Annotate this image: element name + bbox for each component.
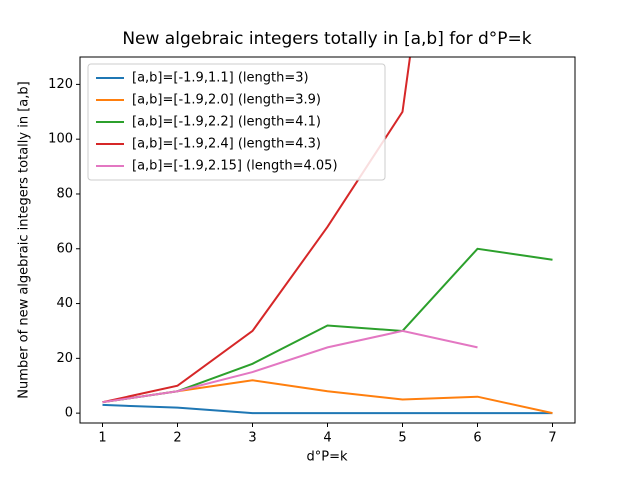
x-tick-label: 1 xyxy=(98,431,106,446)
data-line xyxy=(102,329,478,404)
plot-area xyxy=(102,57,553,415)
y-tick-label: 120 xyxy=(48,77,73,92)
legend-label: [a,b]=[-1.9,2.15] (length=4.05) xyxy=(132,159,338,174)
x-tick-label: 7 xyxy=(548,431,556,446)
y-tick-label: 80 xyxy=(56,186,73,201)
x-axis-label: d°P=k xyxy=(306,450,347,465)
y-tick-label: 20 xyxy=(56,351,73,366)
x-tick-label: 6 xyxy=(473,431,481,446)
legend-label: [a,b]=[-1.9,1.1] (length=3) xyxy=(132,71,309,86)
data-line xyxy=(102,57,412,404)
legend-label: [a,b]=[-1.9,2.4] (length=4.3) xyxy=(132,137,321,152)
x-tick-label: 4 xyxy=(323,431,331,446)
y-tick-label: 40 xyxy=(56,296,73,311)
x-tick-label: 5 xyxy=(398,431,406,446)
legend-label: [a,b]=[-1.9,2.0] (length=3.9) xyxy=(132,93,321,108)
chart-title: New algebraic integers totally in [a,b] … xyxy=(122,29,531,49)
y-tick-label: 60 xyxy=(56,241,73,256)
y-axis-label: Number of new algebraic integers totally… xyxy=(17,81,32,398)
data-line xyxy=(102,403,553,415)
y-tick-label: 100 xyxy=(48,132,73,147)
legend-box xyxy=(87,63,386,181)
x-tick-label: 2 xyxy=(173,431,181,446)
y-tick-label: 0 xyxy=(65,406,73,421)
data-line xyxy=(102,247,553,404)
legend-label: [a,b]=[-1.9,2.2] (length=4.1) xyxy=(132,115,321,130)
x-tick-label: 3 xyxy=(248,431,256,446)
